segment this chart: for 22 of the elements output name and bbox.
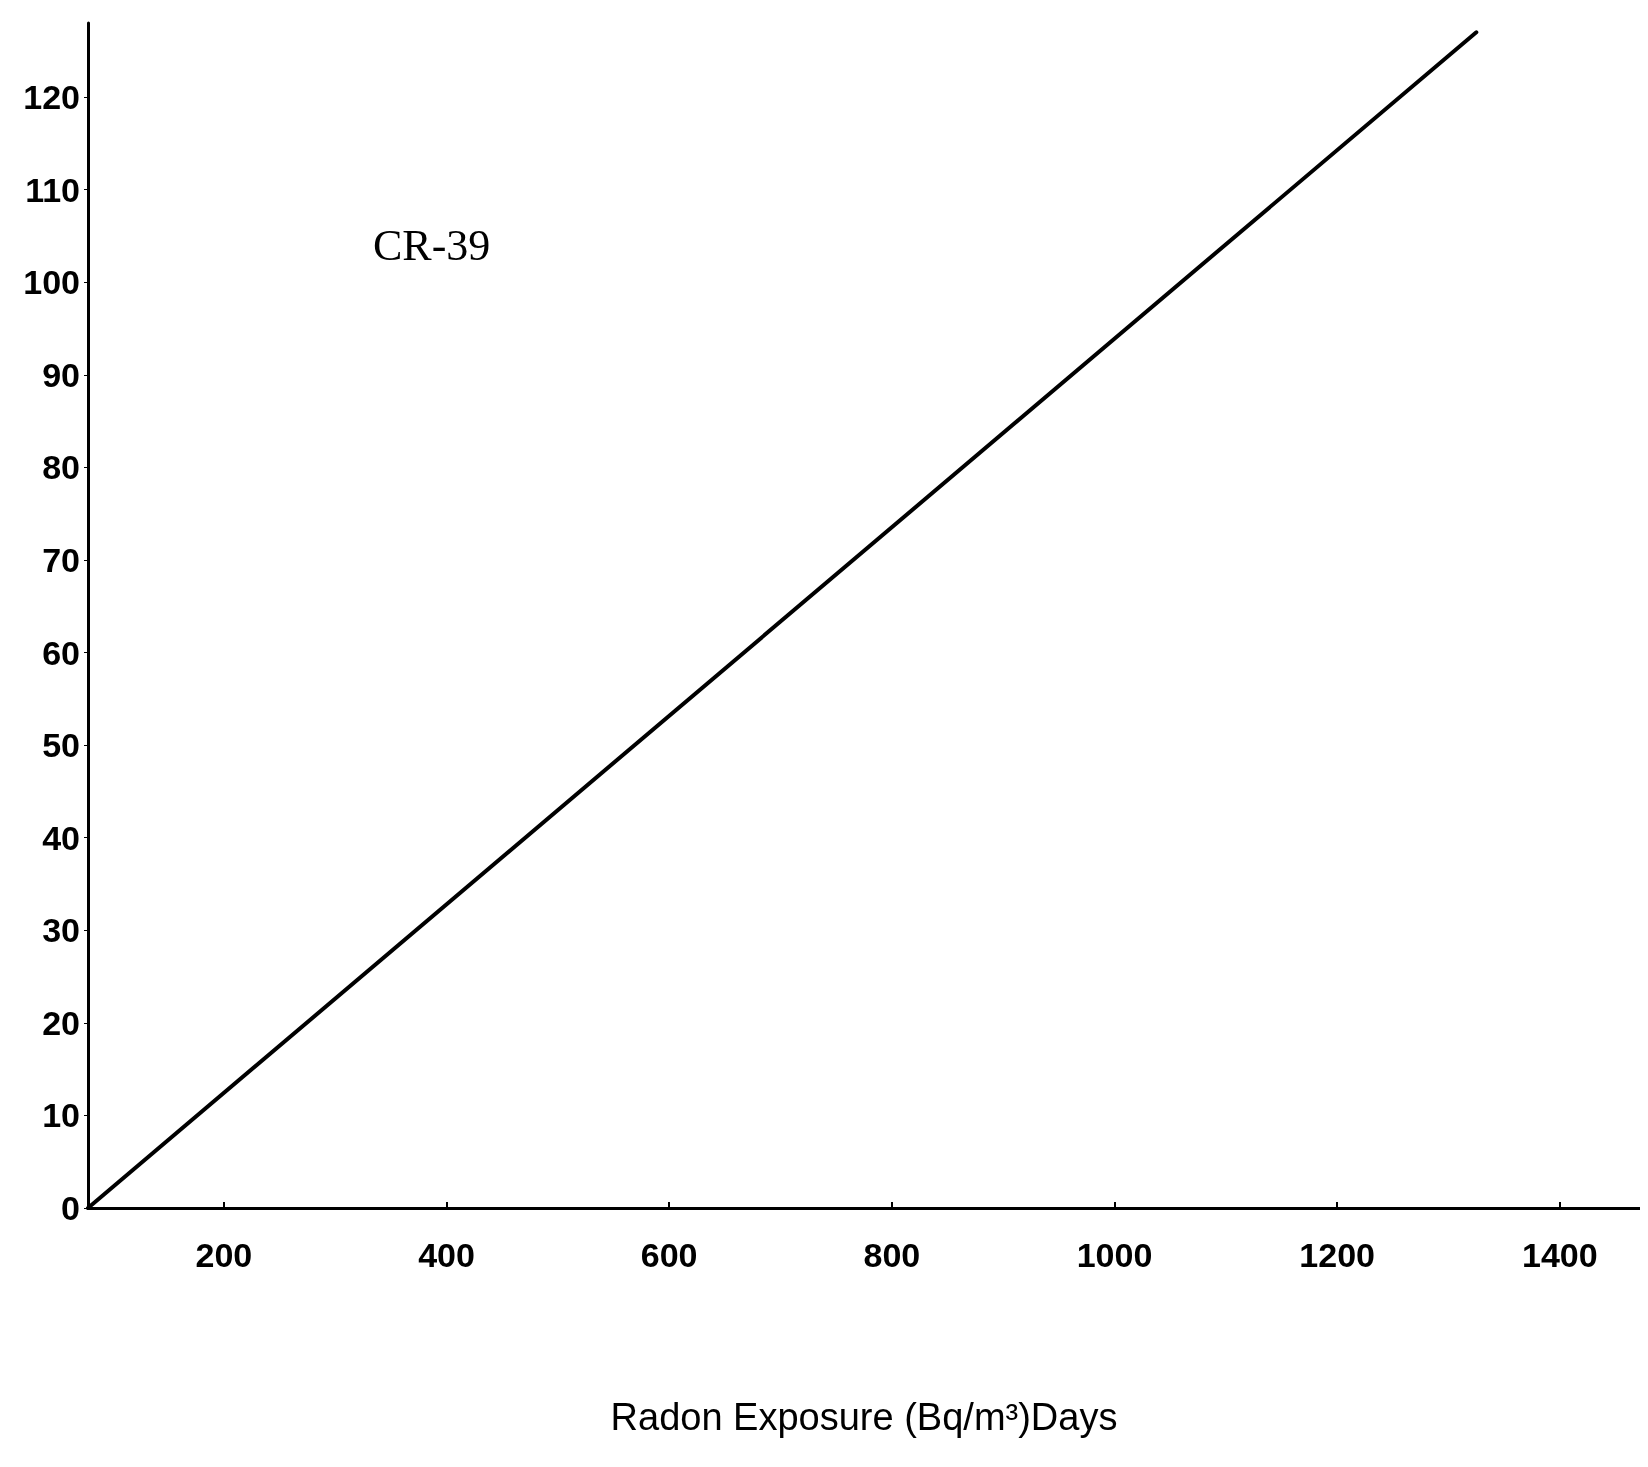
x-tick-label: 400 (418, 1236, 475, 1274)
x-axis-title: Radon Exposure (Bq/m³)Days (610, 1396, 1118, 1438)
x-tick-label: 600 (640, 1236, 698, 1274)
x-tick-label: 1000 (1076, 1236, 1153, 1274)
y-tick-label: 120 (23, 78, 80, 117)
y-tick-label: 10 (42, 1096, 80, 1135)
y-tick-label: 40 (42, 818, 80, 857)
x-tick-label: 1400 (1522, 1236, 1598, 1274)
y-tick-label: 0 (61, 1189, 80, 1227)
y-tick-label: 20 (42, 1003, 80, 1042)
y-tick-label: 50 (42, 726, 80, 765)
y-tick-label: 30 (42, 911, 80, 950)
y-tick-label: 110 (25, 170, 80, 209)
x-tick-label: 200 (195, 1236, 253, 1274)
y-tick-label: 100 (23, 263, 80, 302)
y-tick-label: 90 (42, 355, 80, 394)
x-tick-label: 1200 (1299, 1236, 1375, 1274)
y-tick-label: 60 (42, 633, 80, 672)
annotation: CR-39 (373, 220, 491, 270)
y-tick-label: 70 (42, 540, 80, 579)
x-tick-label: 800 (863, 1236, 921, 1274)
y-tick-label: 80 (42, 448, 80, 487)
